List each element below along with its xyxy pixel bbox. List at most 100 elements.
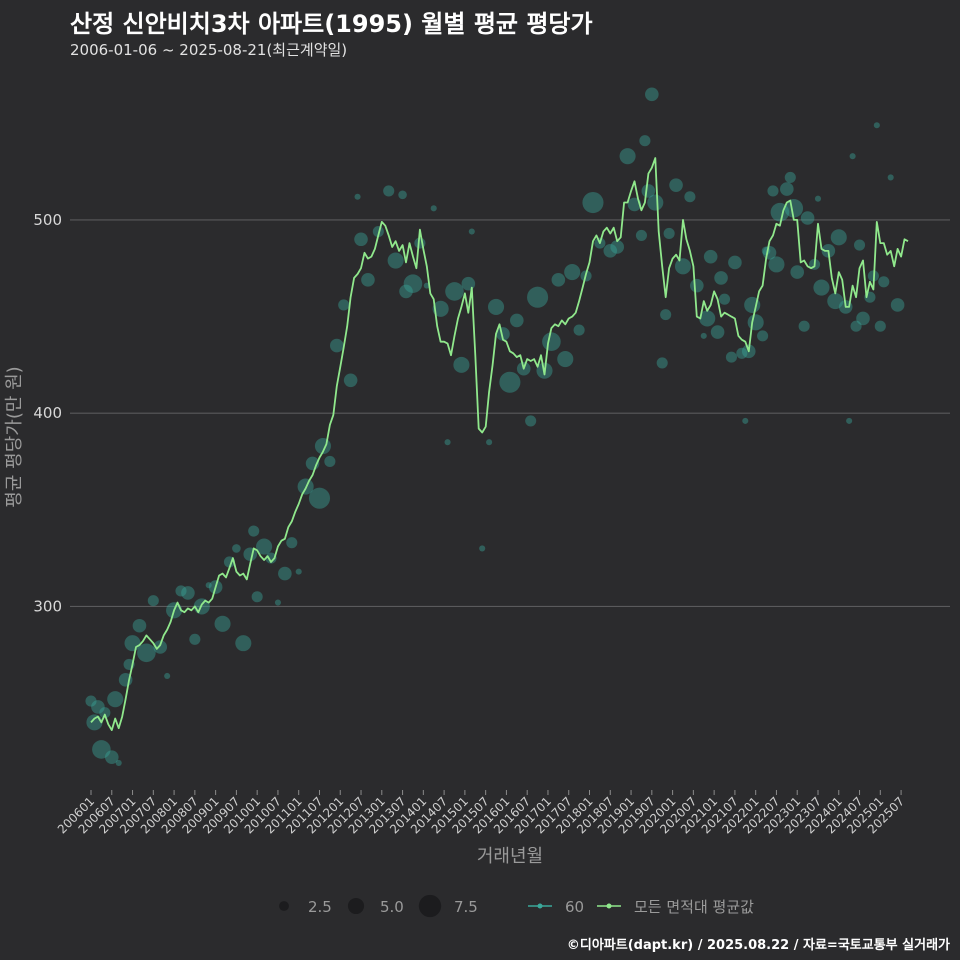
data-point-60 (856, 311, 870, 326)
data-point-60 (205, 582, 212, 589)
data-point-60 (582, 191, 604, 214)
size-legend-label: 2.5 (308, 898, 332, 916)
data-point-60 (383, 185, 395, 197)
data-point-60 (132, 618, 147, 633)
y-tick-labels: 300 400 500 (33, 211, 62, 615)
y-tick-label: 300 (33, 597, 62, 615)
data-point-60 (487, 298, 505, 315)
data-point-60 (91, 700, 105, 714)
data-point-60 (175, 585, 187, 597)
data-point-60 (92, 740, 111, 759)
data-point-60 (542, 332, 561, 351)
data-point-60 (557, 351, 574, 368)
data-point-60 (115, 759, 122, 766)
data-point-60 (757, 330, 769, 342)
data-point-60 (784, 199, 804, 218)
data-point-60 (527, 286, 549, 308)
data-point-60 (800, 211, 815, 225)
data-point-60 (354, 193, 361, 200)
data-point-60 (703, 249, 718, 264)
data-point-60 (736, 347, 748, 359)
data-point-60 (830, 229, 847, 246)
data-point-60 (647, 194, 664, 211)
data-point-60 (603, 244, 618, 258)
data-point-60 (525, 415, 537, 427)
data-point-60 (699, 310, 716, 327)
data-point-60 (153, 640, 168, 654)
data-point-60 (453, 356, 470, 373)
data-point-60 (189, 633, 201, 645)
data-point-60 (663, 227, 675, 240)
average-line (90, 157, 909, 731)
data-point-60 (747, 314, 764, 331)
data-point-60 (767, 185, 779, 197)
data-point-60 (430, 205, 437, 212)
data-point-60 (827, 293, 844, 310)
data-point-60 (137, 643, 156, 663)
y-tick-label: 500 (33, 211, 62, 229)
data-point-60 (295, 568, 302, 575)
data-point-60 (256, 538, 273, 555)
data-point-60 (669, 178, 683, 192)
data-point-60 (784, 171, 796, 183)
data-point-60 (610, 240, 625, 254)
data-point-60 (768, 256, 785, 273)
chart-title: 산정 신안비치3차 아파트(1995) 월별 평균 평당가 (70, 10, 593, 38)
data-point-60 (846, 417, 853, 424)
series-60-points (85, 87, 905, 766)
size-legend-label: 5.0 (380, 898, 404, 916)
data-point-60 (214, 615, 231, 632)
chart-subtitle: 2006-01-06 ~ 2025-08-21(최근계약일) (70, 41, 348, 59)
gridlines (70, 219, 950, 608)
size-legend-circle (347, 897, 365, 915)
legend-key-series-60-point (537, 903, 543, 909)
data-point-60 (790, 265, 805, 279)
x-tick-labels: 2006012006072007012007072008012008072009… (55, 790, 907, 837)
data-point-60 (710, 325, 725, 339)
data-point-60 (398, 190, 407, 200)
data-point-60 (890, 298, 905, 312)
data-point-60 (725, 351, 737, 363)
data-point-60 (660, 309, 672, 321)
data-point-60 (853, 239, 866, 251)
y-tick-label: 400 (33, 404, 62, 422)
source-credit: ©디아파트(dapt.kr) / 2025.08.22 / 자료=국토교통부 실… (566, 938, 950, 953)
data-point-60 (308, 487, 331, 509)
data-point-60 (361, 273, 375, 287)
data-point-60 (496, 327, 510, 341)
data-point-60 (107, 691, 124, 708)
data-point-60 (461, 276, 476, 291)
data-point-60 (499, 371, 521, 393)
data-point-60 (147, 595, 159, 607)
data-point-60 (728, 255, 742, 270)
data-point-60 (510, 313, 524, 328)
data-point-60 (85, 695, 97, 707)
data-point-60 (329, 338, 344, 353)
data-point-60 (742, 417, 749, 424)
size-legend-circle (279, 901, 289, 911)
size-legend-label: 7.5 (454, 898, 478, 916)
data-point-60 (248, 525, 260, 537)
data-point-60 (445, 282, 464, 301)
data-point-60 (354, 232, 368, 247)
data-point-60 (813, 279, 830, 296)
data-point-60 (714, 271, 728, 285)
data-point-60 (86, 714, 103, 731)
data-point-60 (814, 195, 822, 202)
data-point-60 (873, 122, 880, 129)
legend-label-series-60: 60 (565, 898, 584, 916)
data-point-60 (645, 87, 659, 102)
data-point-60 (324, 455, 336, 468)
data-point-60 (878, 276, 890, 288)
data-point-60 (486, 439, 493, 446)
data-point-60 (338, 299, 350, 311)
data-point-60 (372, 225, 384, 238)
data-point-60 (265, 552, 277, 564)
data-point-60 (432, 300, 449, 317)
y-axis-label: 평균 평당가(만 원) (4, 366, 25, 507)
data-point-60 (387, 252, 404, 269)
data-point-60 (849, 153, 856, 160)
data-point-60 (278, 566, 292, 581)
data-point-60 (641, 184, 656, 198)
